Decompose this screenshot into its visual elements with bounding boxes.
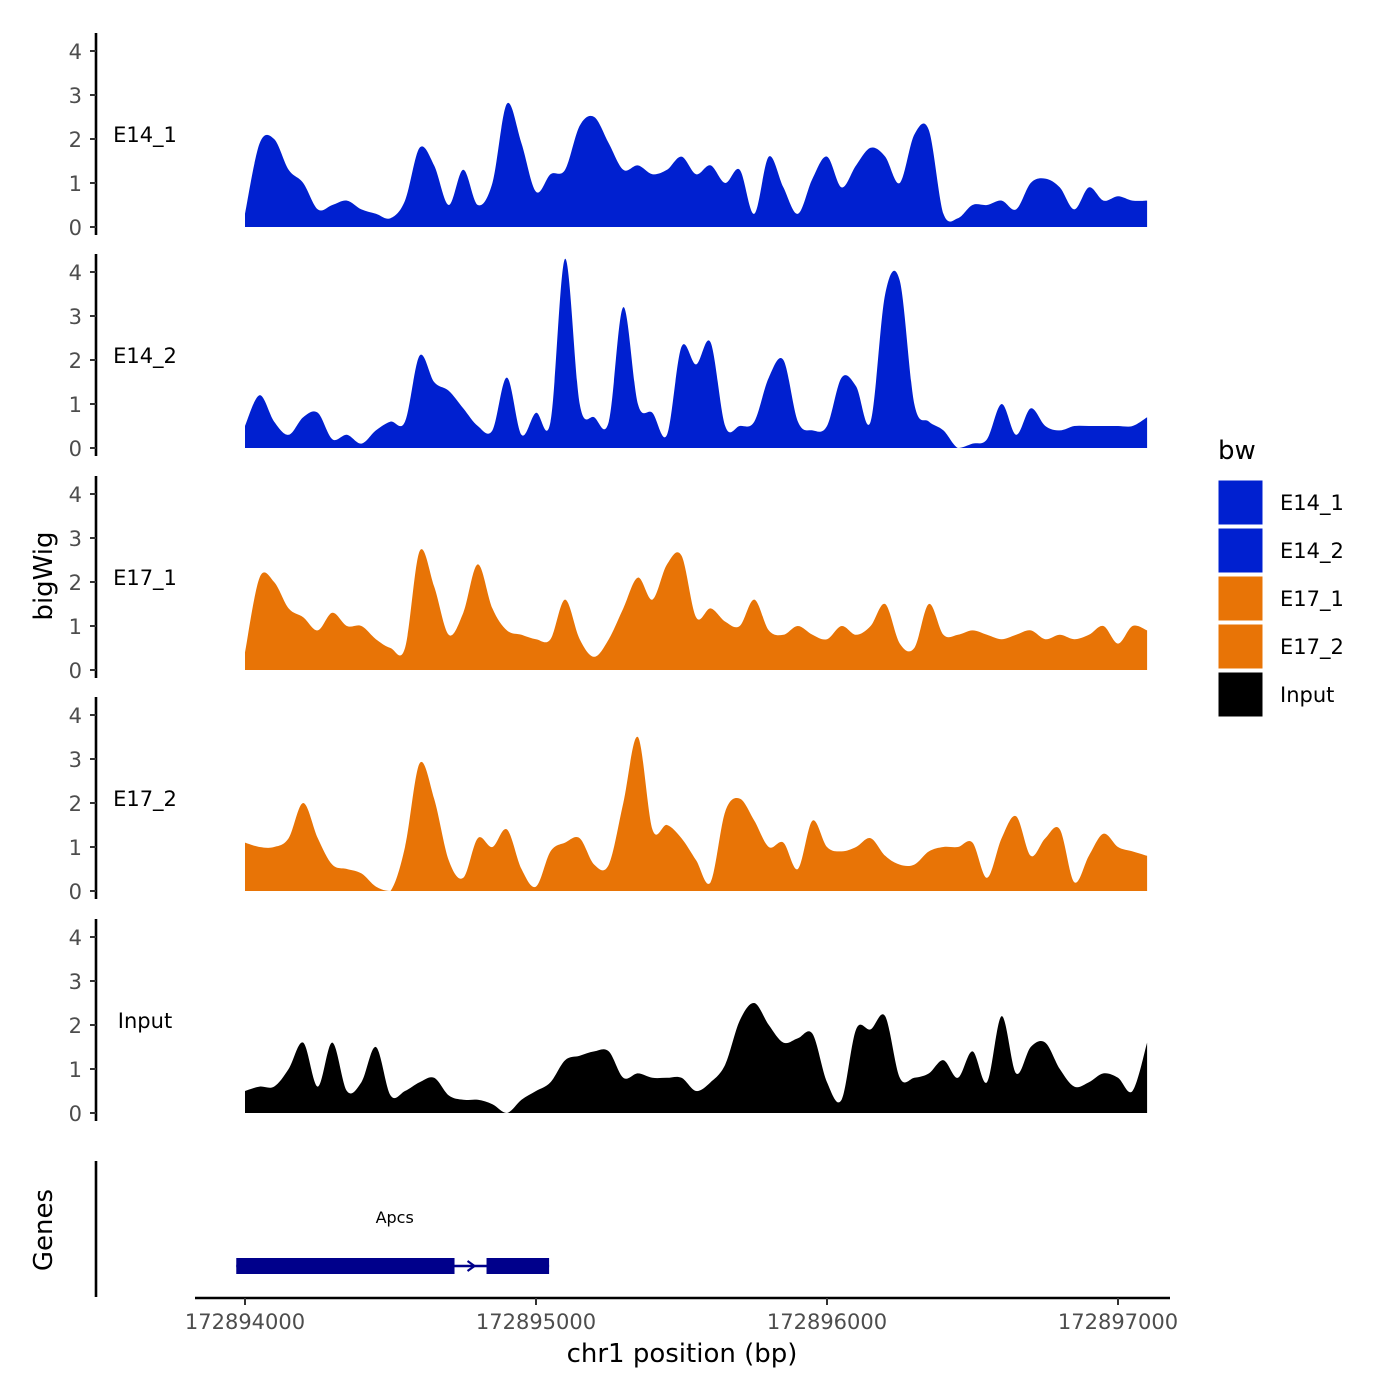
legend-label: Input	[1280, 683, 1334, 707]
x-tick-label: 172894000	[185, 1310, 305, 1334]
y-tick-label: 2	[69, 792, 82, 816]
x-tick-label: 172897000	[1058, 1310, 1178, 1334]
y-tick-label: 1	[69, 393, 82, 417]
track-label: E17_1	[113, 566, 177, 591]
gene-Apcs: Apcs	[236, 1208, 550, 1274]
y-tick-label: 4	[69, 261, 82, 285]
track-E14_1: 0 1 2 3 4 E14_1	[69, 33, 1148, 240]
x-tick-label: 172896000	[767, 1310, 887, 1334]
legend-items: E14_1 E14_2 E17_1 E17_2 Input	[1217, 479, 1344, 718]
y-tick-label: 3	[69, 84, 82, 108]
y-tick-label: 0	[69, 659, 82, 683]
genes-axis-title: Genes	[29, 1189, 59, 1271]
legend: bw E14_1 E14_2 E17_1 E17_2 Input	[1217, 436, 1344, 718]
gene-exon	[486, 1258, 550, 1274]
signal-tracks: 0 1 2 3 4 E14_1 0 1 2 3 4 E14_2 0 1 2 3 4 E17_1 0 1 2 3 4 E17_2…	[69, 33, 1148, 1126]
y-tick-label: 3	[69, 748, 82, 772]
y-tick-label: 1	[69, 615, 82, 639]
gene-exon	[236, 1258, 455, 1274]
y-tick-label: 4	[69, 704, 82, 728]
legend-swatch-Input	[1217, 671, 1264, 718]
y-tick-label: 2	[69, 349, 82, 373]
gene-strand-arrow	[466, 1260, 476, 1272]
y-tick-label: 2	[69, 571, 82, 595]
x-axis: 172894000 172895000 172896000 172897000	[185, 1296, 1178, 1334]
x-axis-ticks: 172894000 172895000 172896000 172897000	[185, 1298, 1178, 1334]
signal-area-E17_1	[245, 549, 1148, 670]
y-tick-label: 1	[69, 836, 82, 860]
track-label: E14_2	[113, 344, 177, 369]
y-tick-label: 3	[69, 970, 82, 994]
y-tick-label: 1	[69, 1058, 82, 1082]
y-axis-title: bigWig	[29, 531, 59, 620]
track-E14_2: 0 1 2 3 4 E14_2	[69, 254, 1148, 461]
track-E17_1: 0 1 2 3 4 E17_1	[69, 476, 1148, 683]
y-tick-label: 0	[69, 880, 82, 904]
signal-area-E17_2	[245, 736, 1148, 891]
legend-swatch-E17_2	[1217, 623, 1264, 670]
genes-panel: Apcs	[94, 1161, 550, 1297]
y-tick-label: 0	[69, 1102, 82, 1126]
y-tick-label: 2	[69, 1014, 82, 1038]
legend-swatch-E14_1	[1217, 479, 1264, 526]
y-tick-label: 2	[69, 128, 82, 152]
legend-label: E14_1	[1280, 491, 1344, 516]
signal-area-E14_2	[245, 258, 1148, 448]
legend-title: bw	[1218, 436, 1256, 466]
gene-label: Apcs	[376, 1208, 414, 1227]
y-tick-label: 3	[69, 305, 82, 329]
signal-area-Input	[245, 1002, 1148, 1113]
y-tick-label: 0	[69, 437, 82, 461]
y-tick-label: 1	[69, 172, 82, 196]
legend-label: E17_1	[1280, 587, 1344, 612]
track-label: Input	[118, 1009, 172, 1033]
x-tick-label: 172895000	[476, 1310, 596, 1334]
y-tick-label: 3	[69, 527, 82, 551]
x-axis-title: chr1 position (bp)	[567, 1339, 798, 1369]
legend-swatch-E14_2	[1217, 527, 1264, 574]
y-tick-label: 0	[69, 216, 82, 240]
gene-models: Apcs	[236, 1208, 550, 1274]
track-Input: 0 1 2 3 4 Input	[69, 919, 1148, 1126]
y-tick-label: 4	[69, 483, 82, 507]
legend-swatch-E17_1	[1217, 575, 1264, 622]
track-E17_2: 0 1 2 3 4 E17_2	[69, 697, 1148, 904]
track-label: E17_2	[113, 787, 177, 812]
legend-label: E14_2	[1280, 539, 1344, 564]
legend-label: E17_2	[1280, 635, 1344, 660]
y-tick-label: 4	[69, 926, 82, 950]
track-label: E14_1	[113, 123, 177, 148]
y-tick-label: 4	[69, 40, 82, 64]
signal-area-E14_1	[245, 102, 1148, 227]
